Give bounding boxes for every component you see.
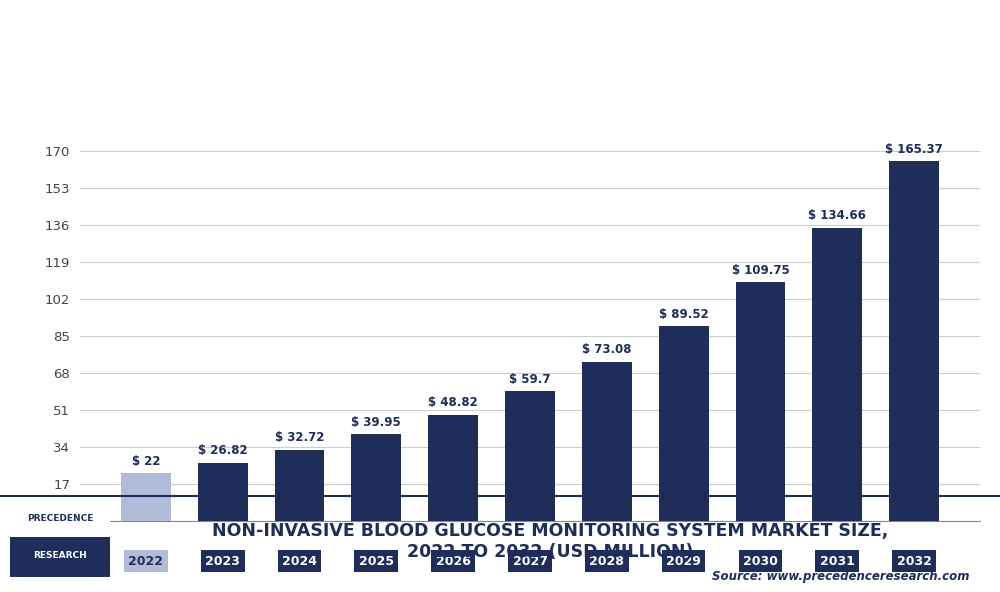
Text: NON-INVASIVE BLOOD GLUCOSE MONITORING SYSTEM MARKET SIZE,
2022 TO 2032 (USD MILL: NON-INVASIVE BLOOD GLUCOSE MONITORING SY… [212, 522, 888, 561]
Text: 2029: 2029 [666, 555, 701, 568]
Text: 2030: 2030 [743, 555, 778, 568]
Bar [505, 391, 555, 521]
Text: $ 48.82: $ 48.82 [428, 396, 478, 409]
FancyBboxPatch shape [10, 538, 110, 577]
Text: PRECEDENCE: PRECEDENCE [27, 514, 93, 523]
Text: 2028: 2028 [589, 555, 624, 568]
Text: $ 165.37: $ 165.37 [885, 143, 943, 156]
Bar [659, 326, 709, 521]
Bar [812, 228, 862, 521]
Text: 2024: 2024 [282, 555, 317, 568]
Bar [121, 473, 171, 521]
Text: 2027: 2027 [512, 555, 548, 568]
Text: $ 89.52: $ 89.52 [659, 308, 709, 321]
Bar [275, 450, 324, 521]
Text: Source: www.precedenceresearch.com: Source: www.precedenceresearch.com [712, 570, 970, 583]
Text: 2023: 2023 [205, 555, 240, 568]
Text: 2022: 2022 [128, 555, 163, 568]
Bar [582, 362, 632, 521]
Text: 2025: 2025 [359, 555, 394, 568]
Text: 2031: 2031 [820, 555, 855, 568]
Text: $ 22: $ 22 [132, 455, 160, 468]
Text: $ 73.08: $ 73.08 [582, 343, 632, 356]
Text: 2032: 2032 [897, 555, 932, 568]
Bar [351, 434, 401, 521]
Text: $ 134.66: $ 134.66 [808, 210, 866, 223]
Text: $ 59.7: $ 59.7 [509, 372, 551, 385]
Text: 2026: 2026 [436, 555, 471, 568]
Bar [889, 161, 939, 521]
Text: RESEARCH: RESEARCH [33, 551, 87, 560]
Text: $ 26.82: $ 26.82 [198, 444, 248, 457]
Bar [736, 282, 785, 521]
Text: $ 109.75: $ 109.75 [732, 263, 789, 276]
FancyBboxPatch shape [10, 497, 110, 577]
Bar [198, 462, 248, 521]
Text: $ 39.95: $ 39.95 [351, 416, 401, 429]
Text: $ 32.72: $ 32.72 [275, 432, 324, 445]
Bar [428, 415, 478, 521]
FancyBboxPatch shape [10, 497, 110, 538]
